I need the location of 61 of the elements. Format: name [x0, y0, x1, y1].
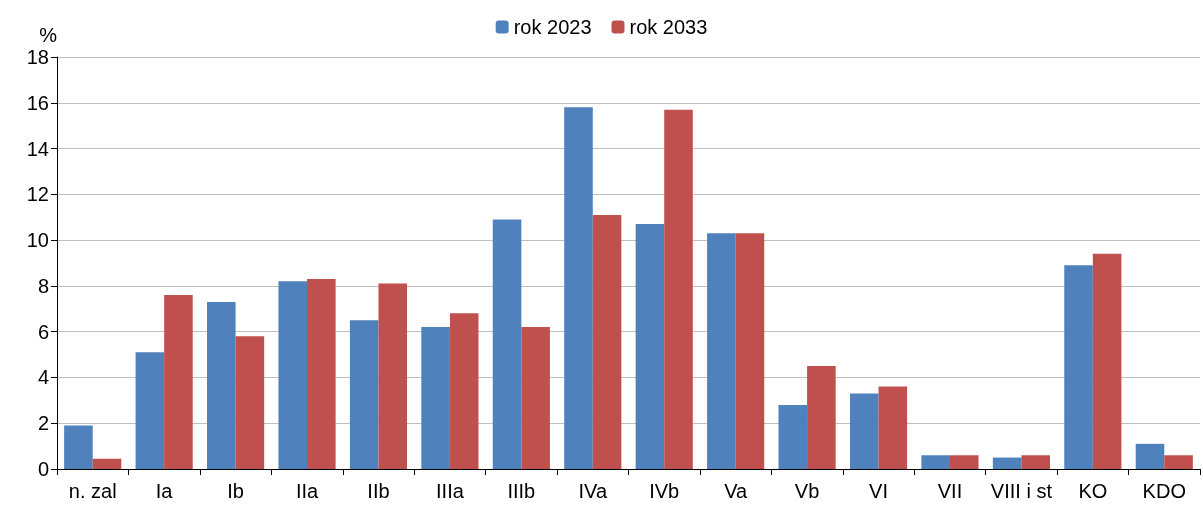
bar [92, 458, 122, 469]
y-tick-label: 14 [26, 137, 49, 160]
bar [207, 301, 236, 469]
x-tick-label: IIa [295, 480, 320, 502]
bar [778, 404, 808, 469]
bar [992, 457, 1022, 469]
bar [307, 279, 336, 469]
bar [278, 281, 308, 469]
x-tick-label: VII [937, 480, 963, 502]
x-tick-label: VI [869, 480, 888, 502]
x-tick-label: IIIb [507, 480, 536, 502]
bar [449, 313, 479, 469]
bar [1092, 253, 1122, 469]
legend-label: rok 2023 [513, 16, 592, 38]
y-tick-label: 0 [37, 458, 49, 480]
bar [1164, 455, 1193, 469]
y-axis-title: % [39, 24, 58, 46]
bar [378, 283, 408, 469]
x-tick-label: n. zal [68, 480, 117, 502]
x-tick-label: VIII i st [990, 480, 1053, 502]
bar [921, 455, 950, 469]
y-tick-label: 4 [37, 366, 49, 389]
y-tick-label: 12 [26, 183, 49, 206]
x-tick-label: KO [1078, 480, 1108, 502]
y-tick-label: 10 [26, 229, 49, 252]
x-tick-label: KDO [1142, 480, 1186, 502]
x-tick-label: Vb [794, 480, 820, 502]
bar [735, 233, 765, 469]
bar [1021, 455, 1050, 469]
bar [807, 366, 836, 469]
bar [849, 393, 879, 469]
bar [592, 214, 622, 469]
bar [492, 219, 522, 469]
bar [949, 455, 979, 469]
bar [564, 107, 593, 469]
bar [635, 224, 665, 469]
bar [664, 109, 693, 469]
bar [878, 386, 908, 469]
x-tick-label: Ia [155, 480, 174, 502]
y-tick-label: 6 [37, 320, 49, 343]
y-tick-label: 8 [37, 274, 49, 297]
bar [1135, 443, 1165, 469]
bar [707, 233, 736, 469]
bar [135, 352, 165, 469]
x-tick-label: IIb [367, 480, 390, 502]
x-tick-label: IIIa [436, 480, 465, 502]
bar [349, 320, 379, 469]
bar [235, 336, 265, 469]
y-tick-label: 2 [37, 412, 49, 435]
y-tick-label: 18 [26, 46, 49, 68]
x-tick-label: Ib [227, 480, 244, 502]
bar [1064, 265, 1093, 469]
bar [421, 327, 450, 469]
bar [521, 327, 550, 469]
bar [164, 295, 193, 469]
x-tick-label: IVa [578, 480, 608, 502]
y-tick-label: 16 [26, 91, 49, 114]
bar [64, 425, 93, 469]
x-tick-label: IVb [649, 480, 680, 502]
legend-label: rok 2033 [629, 16, 708, 38]
x-tick-label: Va [724, 480, 749, 502]
